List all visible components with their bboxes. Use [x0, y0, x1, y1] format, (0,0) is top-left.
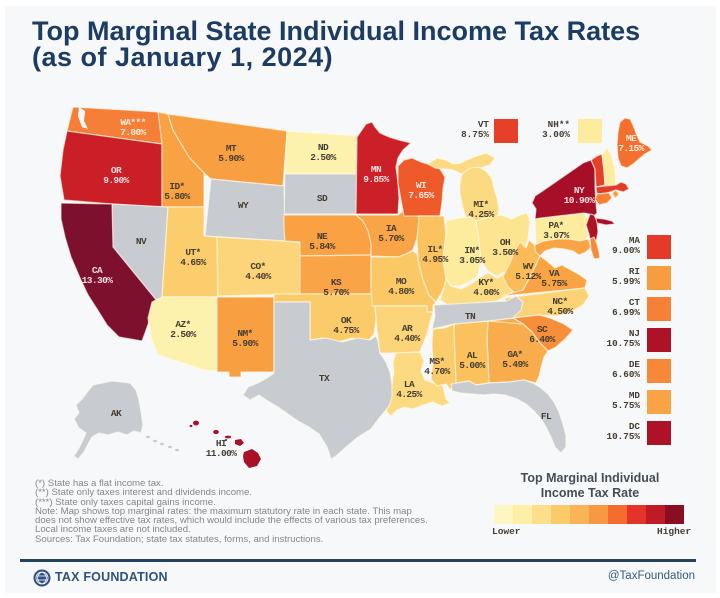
svg-text:5.70%: 5.70% [378, 233, 404, 244]
svg-text:AZ*: AZ* [175, 319, 190, 330]
svg-text:5.00%: 5.00% [459, 360, 485, 371]
svg-text:OR: OR [111, 165, 122, 176]
svg-text:KS: KS [331, 277, 342, 288]
svg-text:2.50%: 2.50% [310, 152, 336, 163]
svg-text:WA***: WA*** [120, 117, 146, 128]
svg-text:ND: ND [318, 142, 329, 153]
svg-text:AL: AL [467, 350, 478, 361]
svg-text:4.00%: 4.00% [473, 287, 499, 298]
svg-text:ID*: ID* [169, 181, 184, 192]
svg-text:11.00%: 11.00% [206, 448, 238, 459]
svg-text:4.25%: 4.25% [396, 389, 422, 400]
svg-text:CO*: CO* [250, 261, 265, 272]
svg-text:13.30%: 13.30% [82, 275, 114, 286]
svg-text:4.50%: 4.50% [547, 306, 573, 317]
svg-text:KY*: KY* [478, 277, 493, 288]
svg-text:OK: OK [341, 315, 352, 326]
svg-text:NE: NE [317, 231, 328, 242]
svg-text:5.49%: 5.49% [502, 359, 528, 370]
svg-text:MS*: MS* [429, 356, 444, 367]
svg-text:4.70%: 4.70% [424, 366, 450, 377]
svg-text:WY: WY [238, 200, 249, 211]
svg-text:OH: OH [500, 237, 511, 248]
svg-text:HI: HI [216, 438, 226, 449]
svg-text:AR: AR [402, 323, 413, 334]
svg-text:FL: FL [541, 411, 552, 422]
svg-text:IA: IA [386, 223, 397, 234]
svg-text:MT: MT [226, 143, 237, 154]
svg-text:4.65%: 4.65% [180, 257, 206, 268]
svg-text:3.50%: 3.50% [492, 247, 518, 258]
svg-text:GA*: GA* [507, 349, 522, 360]
svg-text:4.40%: 4.40% [394, 333, 420, 344]
svg-text:SC: SC [537, 324, 548, 335]
svg-text:5.80%: 5.80% [164, 191, 190, 202]
svg-text:WI: WI [416, 180, 426, 191]
svg-text:TN: TN [465, 311, 476, 322]
svg-text:3.05%: 3.05% [459, 255, 485, 266]
svg-text:IN*: IN* [464, 245, 479, 256]
svg-text:4.75%: 4.75% [333, 325, 359, 336]
svg-text:AK: AK [111, 408, 122, 419]
svg-text:NC*: NC* [552, 296, 567, 307]
svg-text:NM*: NM* [237, 328, 252, 339]
svg-text:4.40%: 4.40% [245, 271, 271, 282]
svg-text:NY: NY [574, 185, 585, 196]
svg-text:IL*: IL* [427, 244, 442, 255]
svg-text:CA: CA [92, 265, 103, 276]
svg-text:MO: MO [396, 276, 407, 287]
svg-text:4.25%: 4.25% [468, 209, 494, 220]
svg-text:5.90%: 5.90% [218, 153, 244, 164]
svg-text:UT*: UT* [185, 247, 200, 258]
svg-text:10.90%: 10.90% [564, 195, 596, 206]
svg-text:5.75%: 5.75% [541, 278, 567, 289]
svg-text:7.65%: 7.65% [408, 190, 434, 201]
svg-text:7.15%: 7.15% [618, 143, 644, 154]
svg-text:9.85%: 9.85% [363, 174, 389, 185]
svg-text:2.50%: 2.50% [170, 329, 196, 340]
svg-text:5.84%: 5.84% [309, 241, 335, 252]
svg-text:LA: LA [404, 379, 415, 390]
svg-text:4.80%: 4.80% [388, 286, 414, 297]
svg-text:6.40%: 6.40% [529, 334, 555, 345]
svg-text:7.00%: 7.00% [120, 127, 146, 138]
svg-text:PA*: PA* [548, 220, 563, 231]
svg-text:5.12%: 5.12% [515, 271, 541, 282]
svg-text:5.70%: 5.70% [323, 287, 349, 298]
svg-text:WV: WV [523, 261, 534, 272]
svg-text:5.90%: 5.90% [232, 338, 258, 349]
svg-text:MN: MN [371, 164, 382, 175]
svg-text:VA: VA [549, 268, 560, 279]
svg-text:MI*: MI* [473, 199, 488, 210]
svg-text:TX: TX [319, 373, 330, 384]
svg-text:4.95%: 4.95% [422, 254, 448, 265]
svg-text:3.07%: 3.07% [543, 230, 569, 241]
svg-text:NV: NV [136, 236, 147, 247]
svg-text:SD: SD [317, 193, 328, 204]
svg-text:9.90%: 9.90% [103, 175, 129, 186]
svg-text:ME: ME [626, 133, 637, 144]
